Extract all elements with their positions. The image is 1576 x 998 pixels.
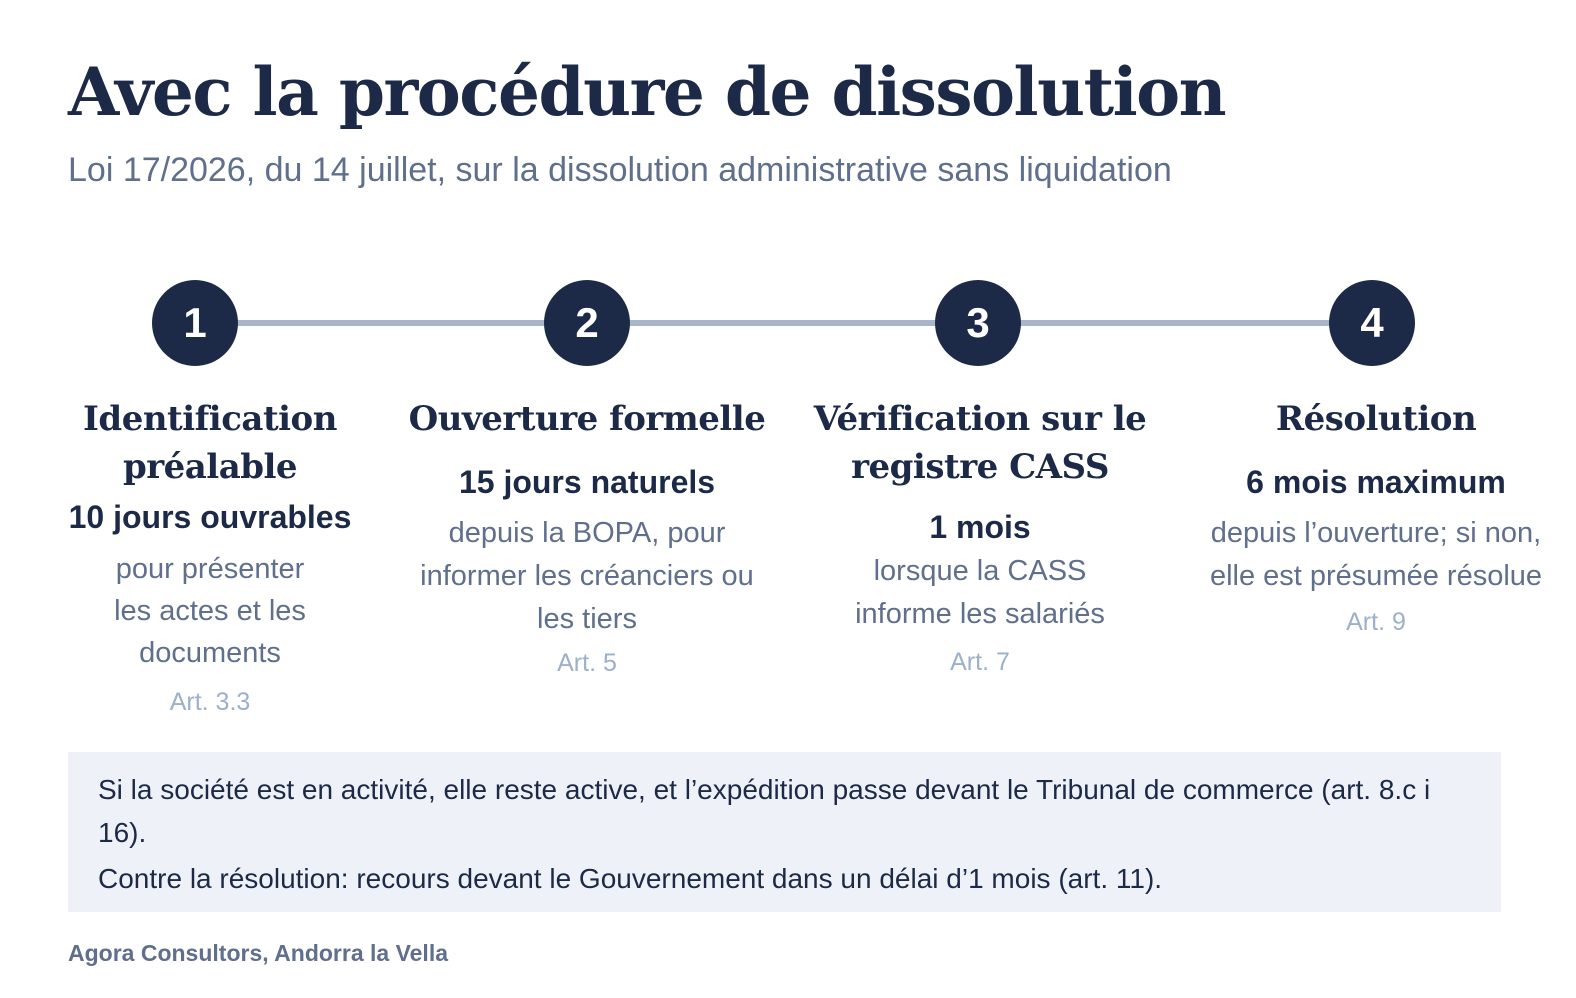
note-appeal: Contre la résolution: recours devant le …	[98, 862, 1163, 894]
step-article: Art. 9	[1346, 608, 1406, 637]
note-activity: Si la société est en activité, elle rest…	[98, 774, 1431, 849]
step-title: Ouverture formelle	[408, 399, 766, 439]
step-3-number-badge: 3	[935, 280, 1021, 366]
step-duration: 6 mois maximum	[1246, 463, 1506, 500]
step-description: depuis l’ouverture; si non, elle est pré…	[1209, 517, 1543, 593]
step-1: Identification préalable 10 jours ouvrab…	[20, 396, 400, 717]
step-2: Ouverture formelle 15 jours naturels dep…	[397, 396, 777, 678]
step-3: Vérification sur le registre CASS 1 mois…	[790, 396, 1170, 677]
step-article: Art. 3.3	[169, 688, 251, 717]
footer-credit: Agora Consultors, Andorra la Vella	[68, 940, 449, 966]
step-duration: 10 jours ouvrables	[68, 499, 352, 536]
timeline-connector	[195, 320, 1372, 326]
step-duration: 1 mois	[929, 509, 1031, 546]
step-article: Art. 5	[557, 649, 617, 678]
step-title: Résolution	[1275, 399, 1477, 439]
page-title: Avec la procédure de dissolution	[68, 53, 1227, 131]
step-4: Résolution 6 mois maximum depuis l’ouver…	[1186, 396, 1566, 637]
step-description: depuis la BOPA, pour informer les créanc…	[420, 517, 754, 636]
step-duration: 15 jours naturels	[458, 463, 716, 500]
step-title: Identification préalable	[83, 399, 337, 487]
step-description: pour présenter les actes et les document…	[114, 552, 306, 670]
step-2-number-badge: 2	[544, 280, 630, 366]
step-description: lorsque la CASS informe les salariés	[855, 554, 1105, 630]
notes-box: Si la société est en activité, elle rest…	[68, 752, 1501, 912]
step-title: Vérification sur le registre CASS	[813, 399, 1147, 487]
step-4-number-badge: 4	[1329, 280, 1415, 366]
step-1-number-badge: 1	[152, 280, 238, 366]
step-article: Art. 7	[950, 647, 1010, 676]
page-subtitle: Loi 17/2026, du 14 juillet, sur la disso…	[68, 151, 1172, 189]
